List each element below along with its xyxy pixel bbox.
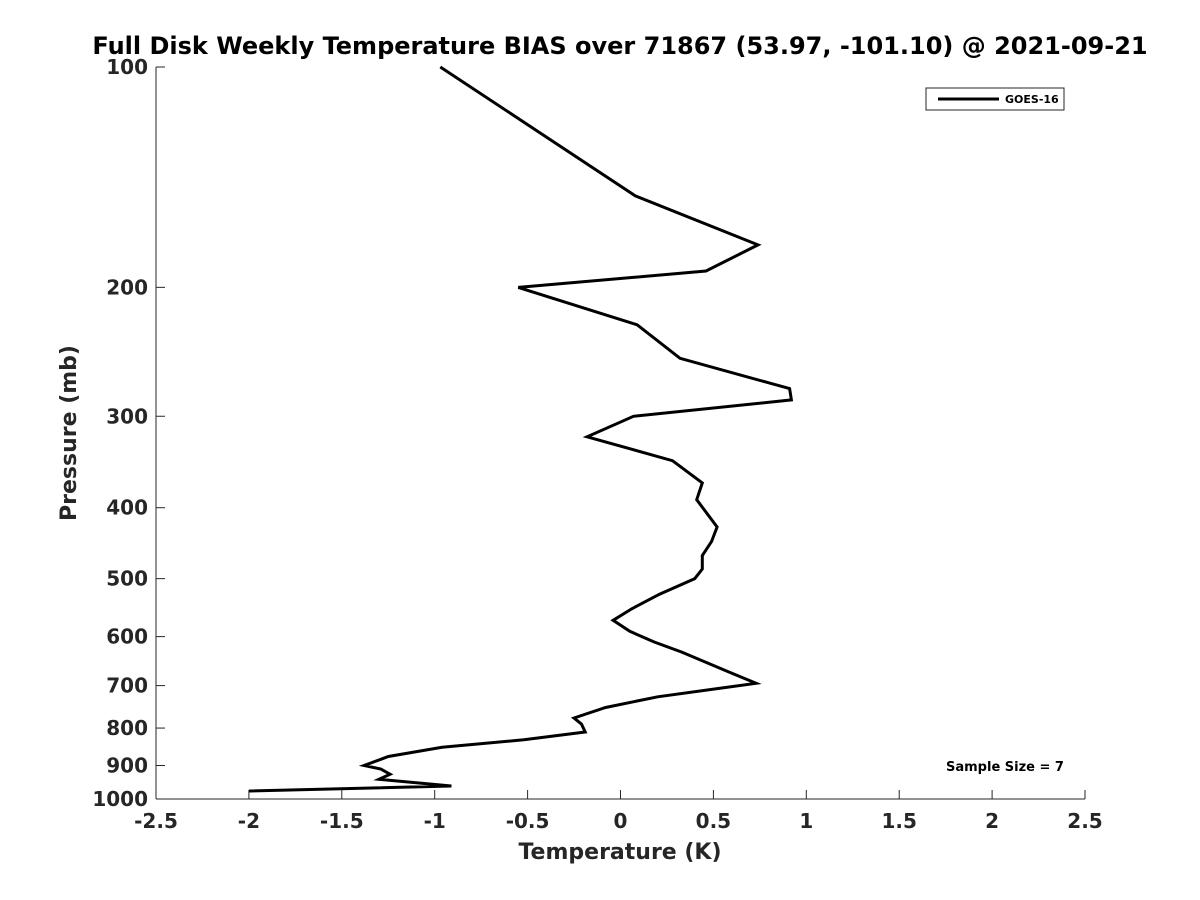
legend-label-goes-16: GOES-16	[1005, 93, 1059, 106]
y-tick-label: 400	[106, 496, 148, 520]
sample-size-annotation: Sample Size = 7	[946, 760, 1064, 775]
y-tick-label: 100	[106, 55, 148, 79]
x-tick-label: 0	[614, 809, 628, 833]
y-tick-label: 200	[106, 275, 148, 299]
y-tick-label: 500	[106, 567, 148, 591]
y-tick-label: 900	[106, 754, 148, 778]
series-line-goes-16	[248, 65, 794, 793]
y-tick-label: 600	[106, 625, 148, 649]
x-tick-label: 0.5	[696, 809, 731, 833]
y-axis: 100 200 300 400 500 600 700 800 900 1000	[92, 55, 165, 811]
x-tick-label: 2.5	[1067, 809, 1102, 833]
y-tick-label: 300	[106, 404, 148, 428]
x-tick-label: -1.5	[320, 809, 364, 833]
y-tick-label: 700	[106, 674, 148, 698]
y-tick-label: 1000	[92, 787, 148, 811]
y-tick-label: 800	[106, 716, 148, 740]
x-tick-label: 1.5	[881, 809, 916, 833]
series-group	[248, 65, 794, 793]
x-tick-label: 1	[799, 809, 813, 833]
x-tick-label: -0.5	[506, 809, 550, 833]
chart-title: Full Disk Weekly Temperature BIAS over 7…	[92, 32, 1147, 60]
x-axis-label: Temperature (K)	[518, 840, 721, 865]
x-tick-label: 2	[985, 809, 999, 833]
x-tick-label: -1	[424, 809, 446, 833]
x-tick-label: -2	[238, 809, 260, 833]
y-axis-label: Pressure (mb)	[57, 345, 82, 521]
plot-area	[156, 67, 1085, 799]
x-tick-label: -2.5	[134, 809, 178, 833]
legend: GOES-16	[925, 87, 1065, 111]
x-axis: -2.5 -2 -1.5 -1 -0.5 0 0.5 1 1.5 2 2.5	[134, 790, 1103, 833]
